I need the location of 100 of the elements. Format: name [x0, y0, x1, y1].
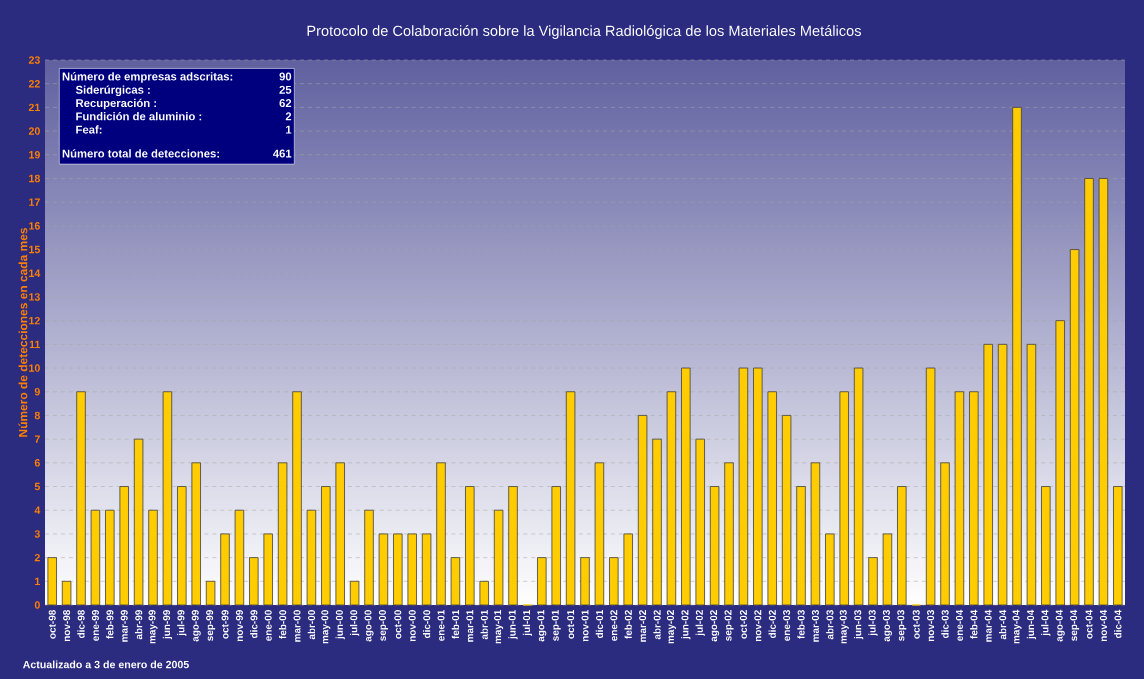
x-tick-label: jul-99 [177, 610, 187, 636]
x-tick-label: mar-01 [466, 609, 474, 642]
annotation: 62 [279, 99, 292, 108]
bar [551, 486, 561, 606]
x-tick-label: oct-02 [739, 610, 747, 639]
bar [133, 438, 144, 606]
x-tick-label: jun-99 [162, 610, 173, 640]
x-tick-label: nov-99 [235, 610, 243, 642]
x-tick-label: abr-02 [653, 610, 661, 640]
annotation: Fundición de aluminio : [76, 111, 202, 121]
bar [825, 533, 835, 606]
x-tick-label: sep-03 [897, 610, 907, 641]
bar [47, 557, 57, 606]
x-tick-label: oct-04 [1085, 609, 1093, 639]
annotation: 25 [279, 85, 292, 94]
x-tick-label: abr-00 [307, 610, 316, 640]
bar [666, 391, 677, 606]
x-tick-label: feb-02 [624, 610, 632, 639]
bar [1055, 320, 1065, 606]
y-tick-label: 10 [29, 364, 40, 372]
bar [724, 462, 734, 606]
x-tick-label: may-03 [839, 610, 849, 644]
x-tick-label: may-00 [321, 610, 331, 644]
chart-title: Protocolo de Colaboración sobre la Vigilancia Radiológica de los Materiales Metálicos [307, 25, 861, 39]
bar [493, 509, 504, 606]
bar [162, 391, 173, 606]
bar [940, 462, 950, 606]
text: Actualizado a 3 de enero de 2005 [22, 660, 189, 669]
bar [781, 415, 792, 606]
x-tick-label: ene-02 [610, 610, 618, 641]
x-tick-label: sep-00 [378, 610, 388, 641]
y-tick-label: 9 [34, 387, 40, 396]
annotation: Número de empresas adscritas: [62, 72, 233, 83]
bar [335, 462, 345, 606]
bar [565, 391, 576, 606]
x-tick-label: ago-00 [364, 610, 374, 642]
bar [90, 509, 101, 606]
y-tick-label: 6 [34, 459, 40, 467]
x-tick-label: jul-02 [695, 610, 705, 636]
bar [321, 486, 331, 606]
x-tick-label: nov-02 [754, 610, 762, 642]
x-tick-label: abr-03 [826, 610, 834, 640]
x-tick-label: sep-02 [724, 610, 734, 641]
x-tick-label: ago-03 [882, 610, 892, 642]
x-tick-label: sep-04 [1070, 609, 1080, 641]
bar [853, 367, 864, 606]
y-tick-label: 19 [29, 151, 40, 159]
bar [897, 486, 907, 606]
x-tick-label: jul-00 [349, 610, 360, 636]
annotation: 2 [285, 112, 292, 121]
x-tick-label: mar-02 [639, 610, 647, 642]
bar [810, 462, 821, 606]
x-tick-label: abr-04 [998, 609, 1007, 640]
x-tick-label: dic-99 [250, 610, 258, 639]
bar [882, 533, 893, 606]
x-tick-label: may-01 [494, 609, 504, 644]
y-tick-label: 16 [29, 222, 40, 230]
y-tick-label: 13 [29, 293, 40, 301]
x-tick-label: jun-02 [681, 610, 691, 640]
bar [277, 462, 288, 606]
y-tick-label: 18 [29, 174, 40, 183]
x-tick-label: ene-04 [955, 609, 963, 641]
bar [234, 509, 245, 606]
y-tick-label: 4 [34, 506, 41, 514]
bar [407, 533, 417, 606]
x-tick-label: jun-03 [853, 610, 864, 640]
x-tick-label: oct-00 [394, 610, 402, 639]
bar [753, 367, 763, 606]
annotation: 1 [286, 125, 292, 134]
y-tick-label: 11 [29, 340, 41, 348]
bar [421, 533, 432, 606]
annotation: Número total de detecciones: [62, 149, 219, 158]
x-tick-label: ene-99 [91, 610, 99, 641]
bar [119, 486, 129, 606]
bar [623, 533, 633, 606]
bar [637, 415, 648, 606]
bar [393, 533, 403, 606]
y-tick-label: 12 [29, 316, 40, 325]
x-tick-label: mar-03 [811, 610, 819, 642]
x-tick-label: ago-99 [191, 610, 201, 642]
bar [1098, 178, 1109, 606]
y-axis-title: Número de detecciones en cada mes [18, 228, 28, 437]
bar [925, 367, 936, 606]
y-tick-label: 22 [28, 79, 40, 88]
x-tick-label: nov-00 [408, 610, 416, 642]
x-tick-label: ago-04 [1055, 609, 1065, 642]
bar [479, 580, 489, 606]
y-tick-label: 21 [28, 103, 41, 112]
bar [738, 367, 749, 606]
annotation: Siderúrgicas : [75, 85, 150, 97]
bar [61, 580, 72, 606]
x-tick-label: nov-03 [927, 610, 935, 642]
x-tick-label: mar-04 [984, 609, 992, 642]
bar [1113, 486, 1123, 606]
x-tick-label: ago-02 [710, 610, 720, 642]
x-tick-label: nov-04 [1099, 609, 1107, 642]
x-tick-label: may-99 [148, 610, 158, 644]
x-tick-label: dic-03 [941, 610, 949, 639]
y-tick-label: 8 [34, 411, 40, 420]
x-tick-label: nov-01 [581, 609, 589, 642]
